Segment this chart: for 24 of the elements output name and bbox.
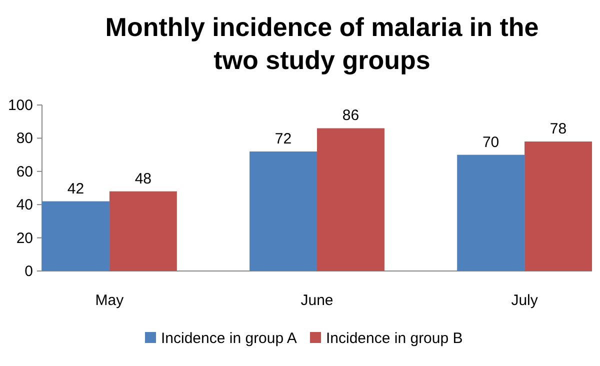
y-tick-label: 80 xyxy=(16,130,33,148)
y-tick-label: 40 xyxy=(16,196,33,214)
chart-title: Monthly incidence of malaria in the two study groups xyxy=(105,12,539,75)
legend-label: Incidence in group B xyxy=(326,330,463,347)
bar xyxy=(524,142,592,271)
bar xyxy=(250,151,317,271)
x-tick-label: June xyxy=(300,292,334,309)
y-tick-label: 20 xyxy=(16,230,33,247)
data-label: 72 xyxy=(274,130,292,148)
x-tick-label: May xyxy=(95,292,124,309)
y-tick-label: 0 xyxy=(24,263,33,280)
bar xyxy=(317,128,384,271)
data-label: 70 xyxy=(482,134,500,151)
data-label: 42 xyxy=(67,180,84,198)
y-tick-label: 100 xyxy=(8,97,33,114)
data-label: 78 xyxy=(550,120,567,138)
legend-label: Incidence in group A xyxy=(161,330,297,347)
y-tick-label: 60 xyxy=(16,163,33,180)
bar xyxy=(109,191,177,271)
data-label: 48 xyxy=(134,170,152,188)
bar xyxy=(457,154,525,271)
data-label: 86 xyxy=(342,107,360,124)
x-tick-label: July xyxy=(511,292,538,309)
bar xyxy=(42,201,110,271)
